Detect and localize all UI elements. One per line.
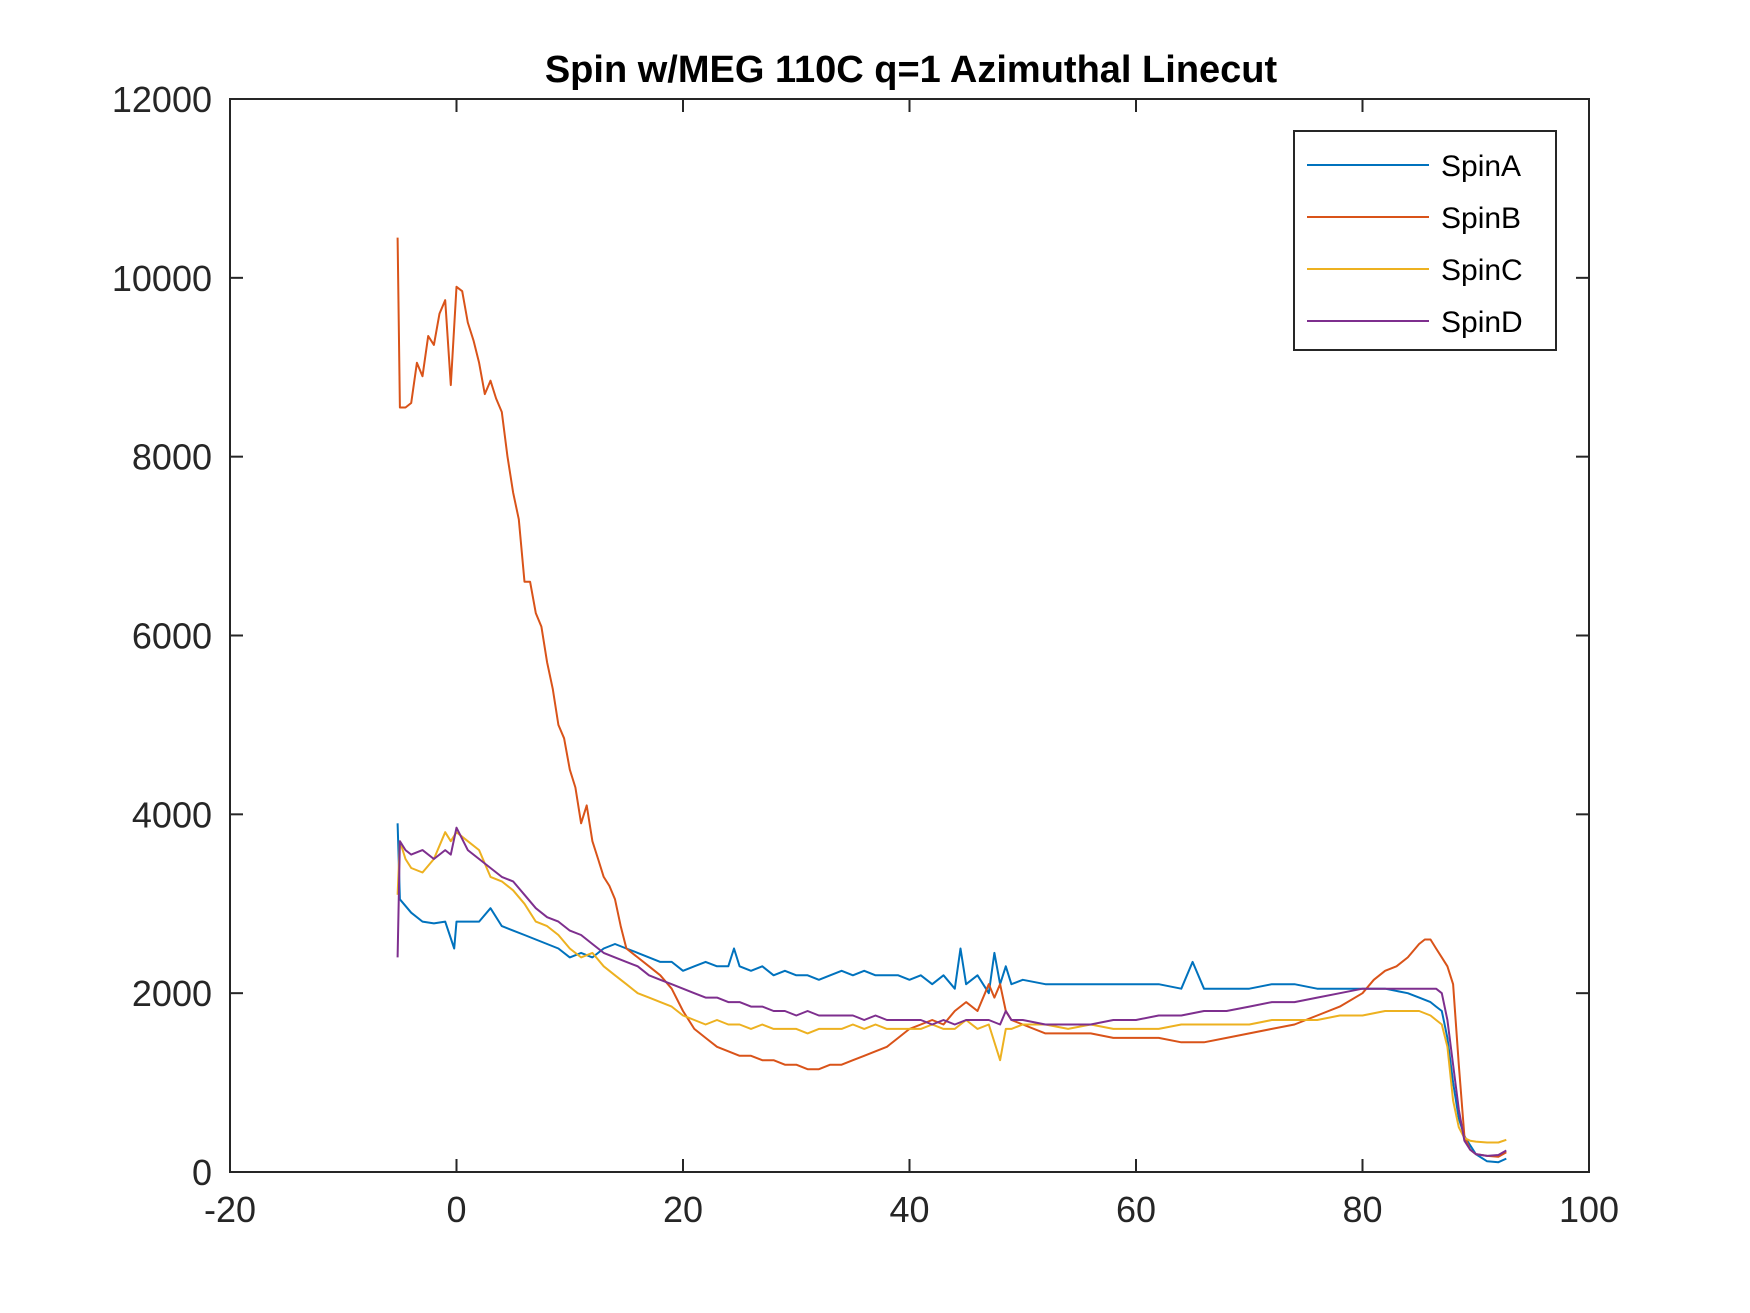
x-tick-label: 40	[889, 1189, 929, 1230]
x-tick-label: -20	[204, 1189, 256, 1230]
legend-box	[1293, 130, 1557, 351]
y-tick-label: 8000	[132, 437, 212, 478]
series-line-spind	[396, 826, 1507, 1157]
x-tick-label: 80	[1342, 1189, 1382, 1230]
y-tick-label: 10000	[112, 258, 212, 299]
legend-label: SpinD	[1441, 306, 1523, 339]
series-line-spinc	[396, 831, 1507, 1144]
y-tick-label: 2000	[132, 973, 212, 1014]
x-tick-label: 20	[663, 1189, 703, 1230]
chart-title: Spin w/MEG 110C q=1 Azimuthal Linecut	[545, 49, 1278, 91]
legend-label: SpinB	[1441, 202, 1521, 235]
legend-label: SpinA	[1441, 150, 1521, 183]
x-tick-label: 0	[446, 1189, 466, 1230]
axes-box	[229, 98, 1590, 1173]
legend-label: SpinC	[1441, 254, 1523, 287]
y-tick-label: 4000	[132, 794, 212, 835]
y-tick-label: 12000	[112, 79, 212, 120]
y-tick-label: 0	[192, 1152, 212, 1193]
x-tick-label: 60	[1116, 1189, 1156, 1230]
x-tick-label: 100	[1559, 1189, 1619, 1230]
legend: SpinA SpinB SpinC SpinD	[1293, 130, 1557, 351]
y-tick-label: 6000	[132, 616, 212, 657]
plot-series	[396, 237, 1507, 1164]
axis-ticks: -20 0 20 40 60 80 1000200040006000800010000120…	[112, 79, 1619, 1230]
series-line-spinb	[396, 237, 1507, 1158]
series-line-spina	[396, 823, 1507, 1164]
